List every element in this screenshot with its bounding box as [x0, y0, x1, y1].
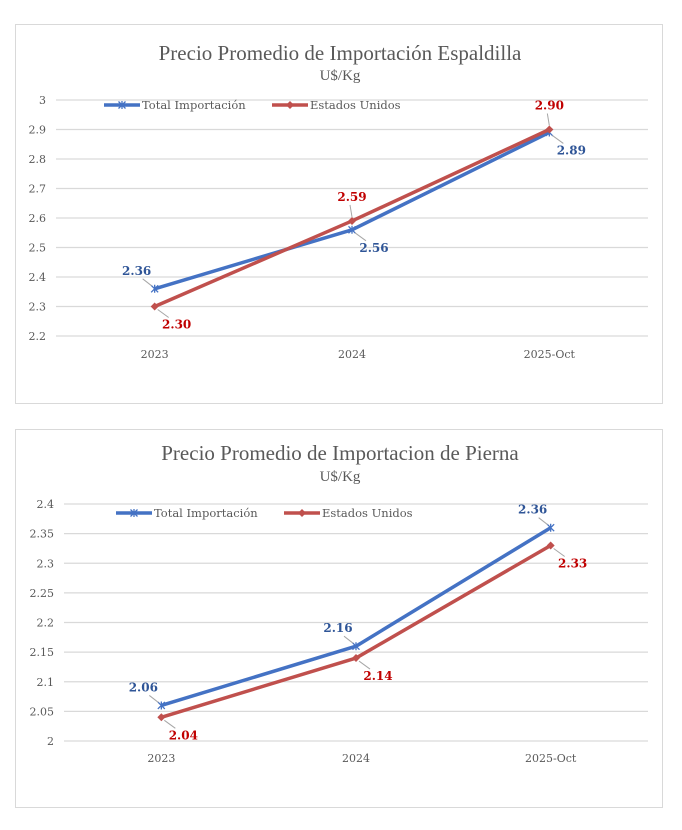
y-tick-label: 2.5: [29, 242, 47, 255]
data-label: 2.14: [363, 669, 392, 683]
chart-title: Precio Promedio de Importacion de Pierna: [161, 441, 519, 465]
chart-espaldilla-svg: Precio Promedio de Importación Espaldill…: [29, 41, 648, 361]
y-tick-label: 2.3: [37, 557, 55, 570]
data-label: 2.16: [323, 621, 352, 635]
data-label: 2.89: [557, 143, 586, 157]
data-label: 2.33: [558, 556, 587, 570]
chart-title: Precio Promedio de Importación Espaldill…: [159, 41, 522, 65]
x-tick-label: 2024: [342, 752, 370, 765]
y-tick-label: 2.25: [30, 587, 55, 600]
diamond-marker: [150, 302, 159, 311]
x-tick-label: 2023: [141, 348, 169, 361]
legend-item-total-importacion: Total Importación: [104, 98, 246, 112]
chart-pierna-svg: Precio Promedio de Importacion de Pierna…: [30, 441, 648, 765]
leader-line: [164, 719, 176, 729]
y-tick-label: 2.2: [37, 617, 55, 630]
y-tick-label: 2.6: [29, 212, 47, 225]
y-tick-label: 2.3: [29, 301, 47, 314]
y-tick-label: 2.4: [29, 271, 47, 284]
legend-item-estados-unidos: Estados Unidos: [284, 506, 413, 520]
asterisk-marker: [348, 225, 356, 234]
asterisk-marker: [150, 284, 159, 293]
asterisk-marker: [352, 642, 360, 651]
chart-pierna: Precio Promedio de Importacion de Pierna…: [15, 429, 663, 808]
legend: Total Importación Estados Unidos: [116, 506, 413, 520]
chart-espaldilla: Precio Promedio de Importación Espaldill…: [15, 24, 663, 404]
y-tick-label: 3: [39, 94, 46, 107]
series-estados-unidos: 2.30 2.59 2.90: [150, 99, 564, 332]
leader-line: [343, 635, 354, 644]
leader-line: [149, 695, 159, 703]
diamond-marker: [352, 654, 360, 663]
legend: Total Importación Estados Unidos: [104, 98, 401, 112]
chart-subtitle: U$/Kg: [320, 68, 361, 84]
y-tick-label: 2.1: [37, 676, 55, 689]
series-total-importacion: 2.06 2.16 2.36: [129, 503, 555, 710]
data-label: 2.04: [169, 728, 198, 742]
leader-line: [538, 517, 548, 526]
leader-line: [354, 232, 367, 242]
leader-line: [358, 660, 371, 670]
data-label: 2.90: [535, 99, 564, 113]
leader-line: [552, 135, 564, 144]
leader-line: [142, 278, 152, 287]
y-tick-label: 2.7: [29, 183, 47, 196]
data-label: 2.30: [162, 318, 191, 332]
diamond-marker: [286, 101, 294, 109]
diamond-marker: [545, 125, 554, 134]
diamond-marker: [546, 541, 555, 550]
y-tick-label: 2.4: [37, 498, 55, 511]
data-label: 2.36: [518, 503, 547, 517]
y-tick-label: 2.2: [29, 330, 47, 343]
y-tick-label: 2.15: [30, 646, 55, 659]
series-total-importacion: 2.36 2.56 2.89: [122, 128, 586, 293]
legend-label: Estados Unidos: [322, 506, 413, 520]
legend-label: Total Importación: [154, 506, 258, 520]
asterisk-marker: [118, 101, 126, 109]
legend-label: Estados Unidos: [310, 98, 401, 112]
x-tick-label: 2024: [338, 348, 366, 361]
leader-line: [349, 204, 353, 218]
asterisk-marker: [157, 701, 166, 710]
asterisk-marker: [546, 523, 555, 532]
series-line: [160, 543, 552, 719]
data-label: 2.06: [129, 680, 158, 694]
y-tick-label: 2: [47, 735, 54, 748]
data-label: 2.36: [122, 264, 151, 278]
legend-item-total-importacion: Total Importación: [116, 506, 258, 520]
leader-line: [157, 309, 169, 318]
asterisk-marker: [130, 509, 138, 517]
data-label: 2.59: [337, 190, 366, 204]
leader-line: [553, 548, 565, 557]
y-tick-label: 2.8: [29, 153, 47, 166]
y-tick-label: 2.05: [30, 705, 55, 718]
diamond-marker: [298, 509, 306, 517]
diamond-marker: [348, 216, 356, 225]
y-tick-label: 2.9: [29, 124, 47, 137]
series-line: [160, 526, 552, 708]
x-tick-label: 2025-Oct: [524, 348, 576, 361]
series-estados-unidos: 2.04 2.14 2.33: [157, 541, 587, 742]
leader-line: [546, 113, 550, 126]
x-tick-label: 2025-Oct: [525, 752, 577, 765]
diamond-marker: [157, 713, 166, 722]
legend-label: Total Importación: [142, 98, 246, 112]
x-tick-label: 2023: [147, 752, 175, 765]
chart-subtitle: U$/Kg: [320, 469, 361, 485]
legend-item-estados-unidos: Estados Unidos: [272, 98, 401, 112]
data-label: 2.56: [359, 241, 388, 255]
y-tick-label: 2.35: [30, 528, 55, 541]
